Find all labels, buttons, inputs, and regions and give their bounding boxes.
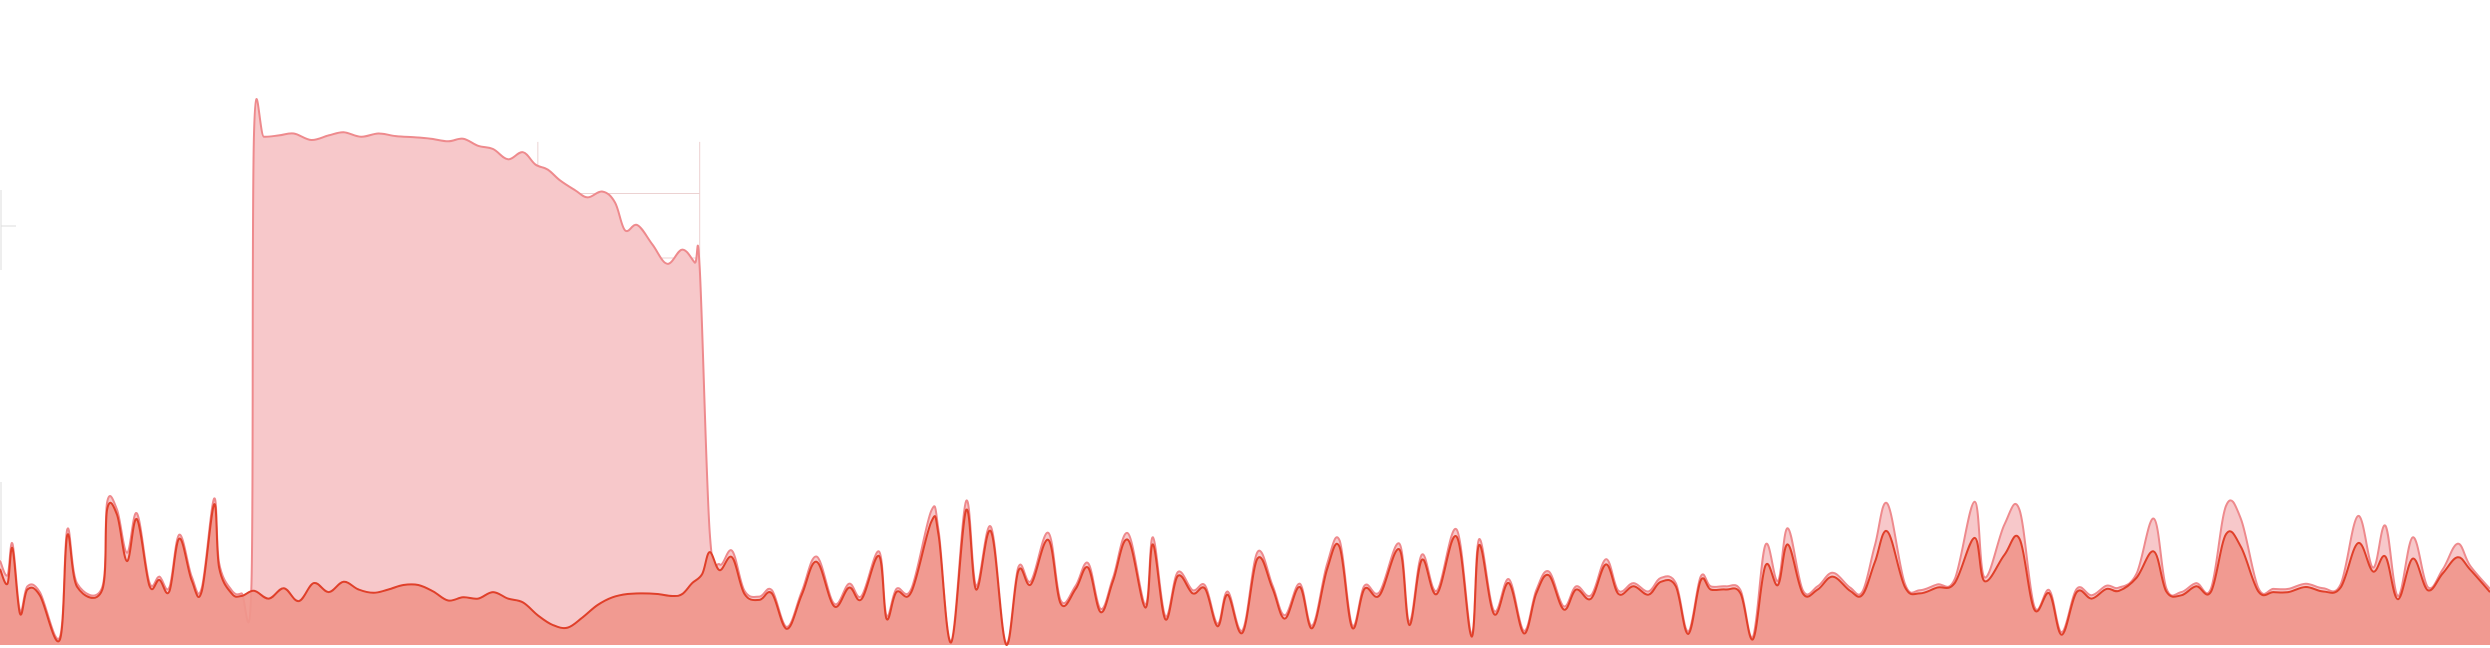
axis-layer bbox=[0, 190, 16, 560]
series-upper-line bbox=[0, 98, 2490, 645]
series-upper-area bbox=[0, 99, 2490, 646]
series-lower bbox=[0, 501, 2490, 646]
series-lower-line bbox=[0, 501, 2490, 646]
series-lower-area bbox=[0, 502, 2490, 645]
series-layer bbox=[0, 98, 2490, 646]
series-upper bbox=[0, 98, 2490, 646]
